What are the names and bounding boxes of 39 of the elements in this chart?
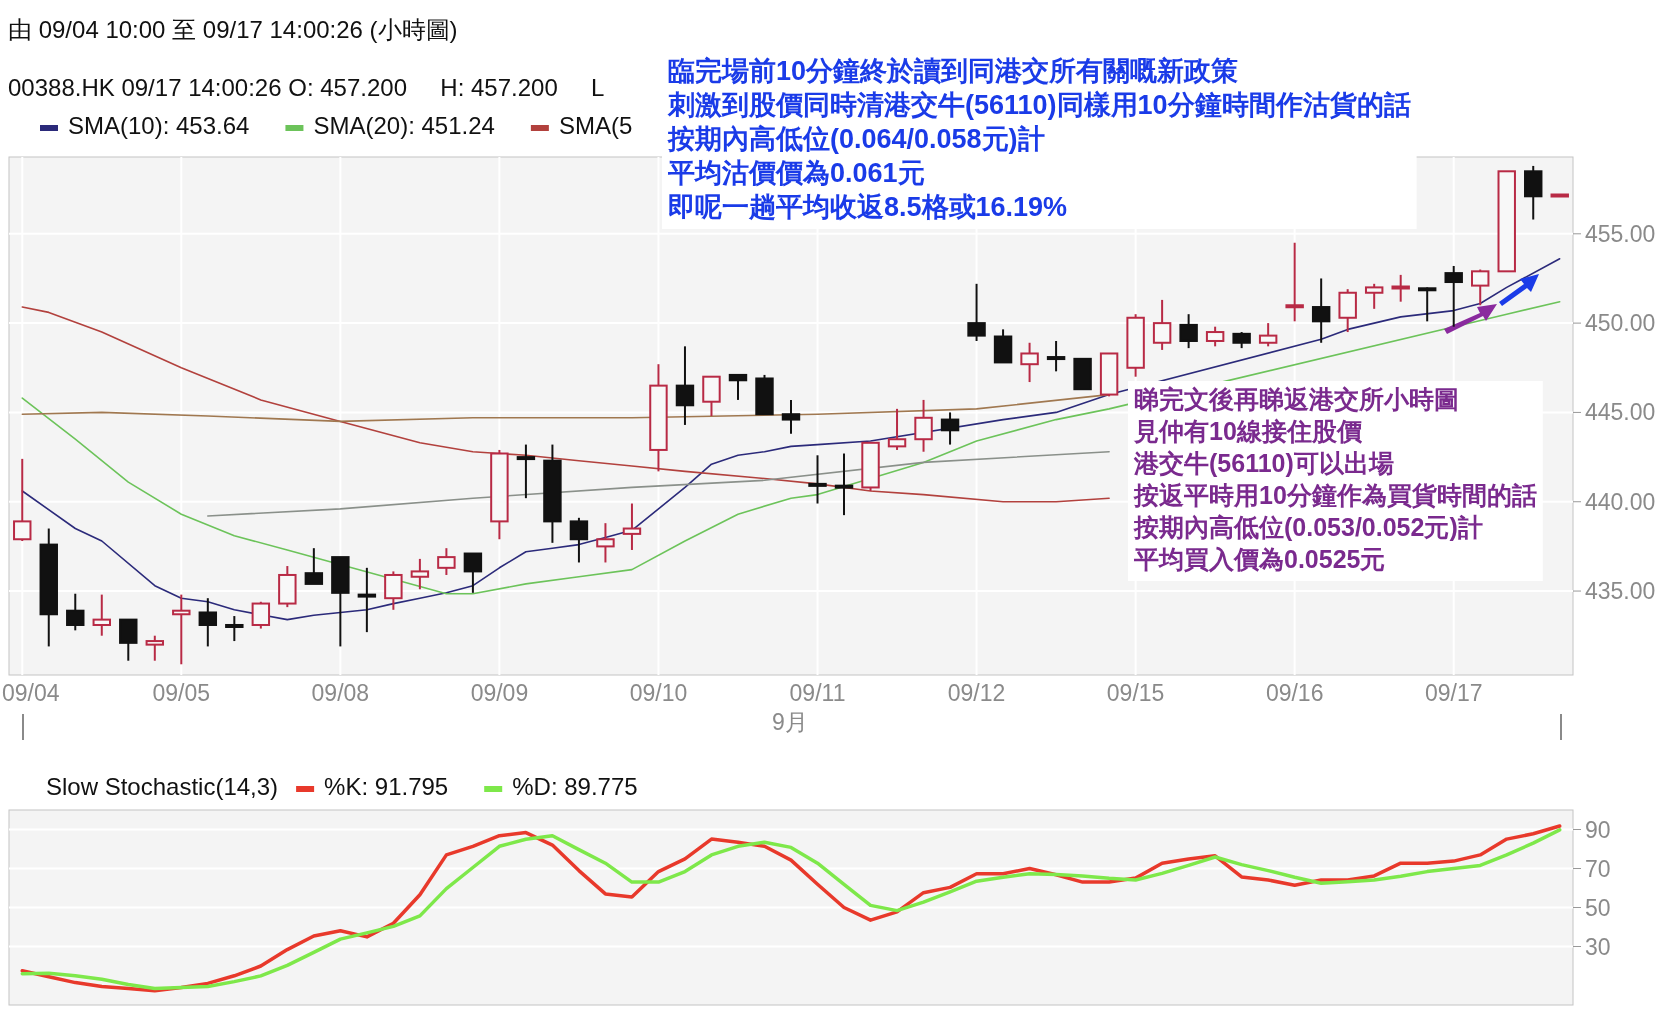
x-tick-label: 09/08	[311, 680, 370, 706]
y-tick-label: 455.00	[1585, 220, 1656, 247]
y-tick-label: 450.00	[1585, 310, 1656, 337]
legend-label: SMA(10): 453.64	[68, 112, 250, 139]
y-tick-label: 90	[1585, 816, 1611, 843]
line-series	[207, 450, 1110, 517]
x-tick-label: 09/12	[947, 680, 1006, 706]
chart-subtitle: 00388.HK 09/17 14:00:26 O: 457.200 H: 457.200 L	[8, 74, 605, 101]
x-tick-label: 09/04	[2, 680, 60, 706]
x-tick-label: 09/15	[1106, 680, 1165, 706]
y-tick-label: 50	[1585, 894, 1611, 921]
text: 睇完文後再睇返港交所小時圖	[1134, 385, 1459, 413]
x-tick-label: 09/09	[470, 680, 529, 706]
legend-label: %K: 91.795	[324, 773, 449, 800]
text: 港交牛(56110)可以出場	[1134, 449, 1394, 477]
text: 按返平時用10分鐘作為買貨時間的話	[1134, 481, 1537, 509]
line-series	[21, 258, 1561, 621]
y-tick-label: 70	[1585, 855, 1611, 882]
line-series	[21, 300, 1561, 595]
legend-label: %D: 89.775	[512, 773, 638, 800]
annotation: 臨完場前10分鐘終於讀到同港交所有關嘅新政策 刺激到股價同時清港交牛(56110)同樣用10分鐘時間作沽貨的話 按期內高低位(0.064/0.058元)計 平均沽價價為0.061元 即呢一趟平均收返8.5格或16.19%	[668, 56, 1411, 222]
text: 見仲有10線接住股價	[1134, 417, 1362, 445]
line-series	[21, 306, 1110, 503]
x-tick-label: 09/11	[789, 680, 846, 706]
x-tick-label: 09/16	[1265, 680, 1324, 706]
legend-label: SMA(20): 451.24	[313, 112, 495, 139]
text: 平均買入價為0.0525元	[1134, 545, 1386, 573]
y-tick-label: 435.00	[1585, 578, 1656, 605]
y-tick-label: 440.00	[1585, 488, 1656, 515]
x-tick-label: 09/17	[1424, 680, 1483, 706]
x-tick-label: 09/05	[152, 680, 211, 706]
x-tick-label: 09/10	[629, 680, 688, 706]
text: 按期內高低位(0.053/0.052元)計	[1134, 513, 1483, 541]
chart-title: 由 09/04 10:00 至 09/17 14:00:26 (小時圖)	[8, 16, 458, 43]
annotation: 9月	[772, 709, 808, 735]
chart-title: Slow Stochastic(14,3)	[46, 773, 279, 800]
y-tick-label: 445.00	[1585, 399, 1656, 426]
legend-label: SMA(5	[558, 112, 633, 139]
y-tick-label: 30	[1585, 933, 1611, 960]
